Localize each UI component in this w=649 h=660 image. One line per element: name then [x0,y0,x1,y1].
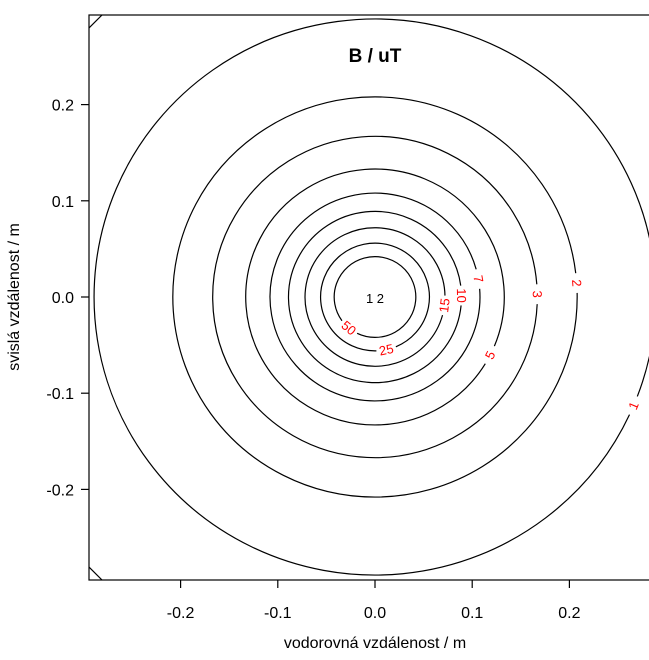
chart-title: B / uT [349,46,402,67]
y-axis: -0.2 -0.1 0.0 0.1 0.2 [46,98,89,499]
y-tick-label: 0.0 [52,290,74,307]
contour-line-10 [287,210,462,384]
contour-line-5 [245,168,505,426]
corner-marks [89,15,103,580]
y-tick-label: -0.1 [46,386,74,403]
y-tick-label: 0.2 [52,98,74,115]
contour-label-10: 10 [454,288,469,303]
contour-line-7 [269,192,481,402]
y-axis-title: svislá vzdálenost / m [6,223,23,371]
contour-line-3 [212,135,538,459]
contour-line-1 [93,18,649,576]
x-tick-label: 0.1 [461,605,483,622]
contour-line-25 [320,242,430,352]
contour-label-3: 3 [530,290,545,297]
contour-label-15: 15 [436,297,453,313]
y-tick-label: -0.2 [46,482,74,499]
x-tick-label: 0.2 [558,605,580,622]
x-tick-label: -0.2 [167,605,195,622]
contour-line-15 [304,227,446,367]
plot-background [89,15,649,580]
contour-line-2 [172,96,578,498]
contour-label-2: 2 [569,279,584,287]
inner-level-label: 1 2 [366,291,384,306]
contour-label-25: 25 [378,341,395,359]
contour-lines [93,18,649,576]
corner-mark-top-left [89,15,103,29]
y-tick-label: 0.1 [52,194,74,211]
contour-line-50 [333,256,417,338]
corner-mark-bottom-left [89,566,103,580]
x-tick-label: -0.1 [264,605,292,622]
contour-label-7: 7 [470,274,486,284]
x-axis: -0.2 -0.1 0.0 0.1 0.2 [167,580,581,622]
x-axis-title: vodorovná vzdálenost / m [284,635,466,652]
x-tick-label: 0.0 [364,605,386,622]
